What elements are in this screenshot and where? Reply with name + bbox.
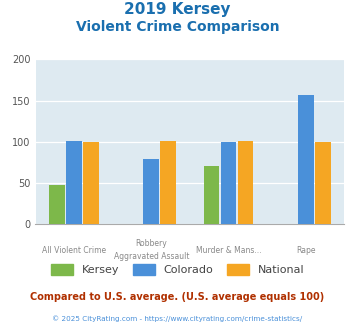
Legend: Kersey, Colorado, National: Kersey, Colorado, National [46,260,309,280]
Bar [298,95,314,224]
Text: Murder & Mans...: Murder & Mans... [196,246,261,255]
Text: Robbery: Robbery [136,239,167,248]
Text: Rape: Rape [296,246,316,255]
Bar [220,142,236,224]
Text: 2019 Kersey: 2019 Kersey [124,2,231,16]
Text: Violent Crime Comparison: Violent Crime Comparison [76,20,279,34]
Bar [237,141,253,224]
Bar [66,141,82,224]
Bar [49,185,65,224]
Bar [315,142,331,224]
Bar [160,141,176,224]
Text: All Violent Crime: All Violent Crime [42,246,106,255]
Text: Aggravated Assault: Aggravated Assault [114,252,189,261]
Text: Compared to U.S. average. (U.S. average equals 100): Compared to U.S. average. (U.S. average … [31,292,324,302]
Bar [83,142,99,224]
Bar [143,159,159,224]
Bar [204,166,219,224]
Text: © 2025 CityRating.com - https://www.cityrating.com/crime-statistics/: © 2025 CityRating.com - https://www.city… [53,315,302,322]
